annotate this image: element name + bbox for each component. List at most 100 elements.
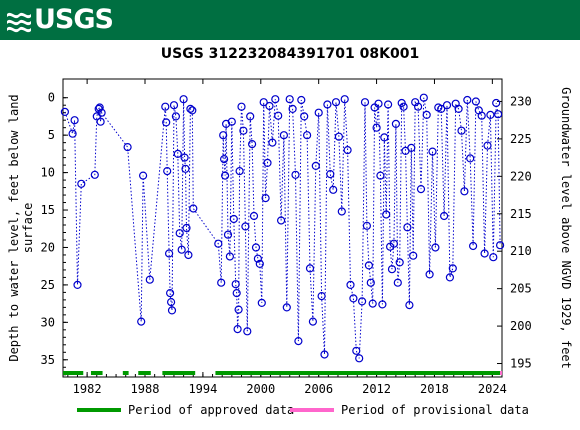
data-point [425, 270, 434, 279]
data-point [352, 346, 361, 355]
x-tick-label: 1982 [73, 382, 102, 396]
data-point [189, 204, 198, 213]
data-point [219, 131, 228, 140]
data-point [403, 223, 412, 232]
data-point [214, 239, 223, 248]
data-point [68, 129, 77, 138]
data-point [277, 216, 286, 225]
data-point [378, 300, 387, 309]
data-point [469, 241, 478, 251]
right-y-tick-label: 230 [510, 94, 532, 108]
data-point [300, 112, 309, 121]
data-point [234, 305, 243, 314]
data-point [337, 207, 346, 216]
data-point [489, 253, 498, 262]
data-point [237, 102, 246, 111]
data-point [346, 280, 355, 289]
data-point [477, 111, 486, 120]
data-point [60, 107, 70, 117]
data-point [291, 170, 300, 179]
data-point [414, 102, 423, 111]
data-point [431, 243, 440, 252]
data-point [167, 298, 176, 307]
right-y-tick-label: 200 [510, 319, 532, 333]
right-y-tick-label: 215 [510, 207, 532, 221]
data-point [123, 143, 132, 152]
data-point [448, 264, 457, 273]
data-point [231, 280, 240, 289]
left-y-tick-label: 20 [41, 240, 55, 254]
data-point [395, 258, 404, 267]
x-tick-label: 2006 [304, 382, 333, 396]
legend-approved-label: Period of approved data [128, 403, 294, 417]
left-y-tick-label: 0 [48, 91, 55, 105]
series-connector-line [64, 97, 501, 359]
data-point [173, 149, 182, 158]
data-point [95, 103, 104, 112]
left-y-axis-ticks: 0 5 10 15 20 25 30 35 [41, 91, 68, 376]
data-point [259, 98, 268, 107]
data-point [137, 317, 146, 326]
data-point [186, 104, 195, 114]
data-point [243, 327, 252, 336]
data-point [317, 292, 326, 301]
data-point [419, 93, 428, 102]
data-point [442, 101, 452, 110]
approved-period-bar [215, 371, 501, 375]
data-point [308, 317, 317, 326]
data-point [239, 126, 248, 135]
data-period-bars [63, 371, 503, 375]
data-point [360, 98, 370, 107]
data-point [271, 95, 280, 104]
data-point [494, 110, 503, 119]
data-point [440, 211, 449, 221]
data-point [177, 245, 186, 254]
data-point [416, 185, 426, 194]
data-point [97, 108, 106, 117]
data-point [220, 155, 229, 164]
data-point [232, 289, 241, 298]
data-point [480, 249, 489, 258]
data-point [364, 261, 373, 270]
left-y-tick-label: 10 [41, 166, 55, 180]
data-point [374, 99, 383, 108]
data-point [175, 229, 184, 238]
right-y-tick-label: 195 [510, 357, 532, 371]
data-point [166, 289, 175, 298]
data-point [181, 164, 190, 173]
x-tick-label: 1988 [131, 382, 160, 396]
data-point [466, 154, 475, 163]
data-point [223, 230, 233, 239]
provisional-period-bar [500, 371, 503, 375]
data-point [311, 161, 320, 170]
data-point [329, 185, 338, 194]
data-point [454, 104, 463, 114]
data-point [362, 221, 371, 230]
plot-frame [62, 78, 503, 378]
left-y-tick-label: 30 [41, 315, 55, 329]
approved-period-bar [122, 371, 129, 375]
data-point [437, 104, 446, 114]
left-y-tick-label: 25 [41, 278, 55, 292]
data-point [288, 104, 297, 114]
data-point [297, 95, 306, 105]
data-point [486, 110, 495, 120]
data-point [285, 95, 294, 104]
data-point [399, 102, 408, 111]
chart-title: USGS 312232084391701 08K001 [161, 46, 419, 62]
data-point [235, 167, 244, 176]
data-point [253, 254, 262, 263]
x-tick-label: 2012 [362, 382, 391, 396]
left-y-tick-label: 5 [48, 128, 55, 142]
left-axis-label-line1: Depth to water level, feet below land [7, 94, 21, 361]
left-y-tick-label: 35 [41, 353, 55, 367]
data-point [382, 210, 391, 219]
data-point [171, 112, 180, 121]
data-point [227, 117, 236, 126]
data-point [326, 170, 335, 179]
data-point [372, 123, 381, 132]
data-point [387, 265, 397, 274]
data-point [323, 100, 332, 109]
data-point [73, 280, 82, 289]
data-point [457, 126, 466, 135]
